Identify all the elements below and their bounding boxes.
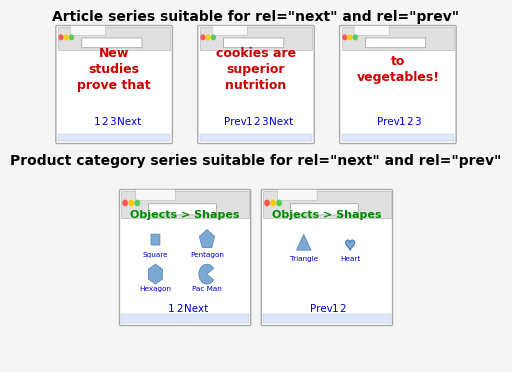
Text: Next: Next: [269, 118, 293, 128]
Text: 3: 3: [414, 118, 421, 128]
Text: 3: 3: [109, 118, 116, 128]
FancyBboxPatch shape: [366, 38, 425, 48]
FancyBboxPatch shape: [119, 189, 251, 326]
Text: 2: 2: [407, 118, 413, 128]
Circle shape: [206, 35, 210, 40]
FancyBboxPatch shape: [70, 26, 105, 35]
FancyBboxPatch shape: [354, 26, 389, 35]
Text: to
vegetables!: to vegetables!: [356, 55, 439, 84]
Circle shape: [123, 200, 127, 206]
Text: 1: 1: [168, 304, 175, 314]
Text: Prev: Prev: [224, 118, 247, 128]
Text: Next: Next: [184, 304, 208, 314]
Text: New
studies
prove that: New studies prove that: [77, 47, 151, 92]
FancyBboxPatch shape: [151, 234, 160, 245]
Polygon shape: [296, 234, 311, 250]
FancyBboxPatch shape: [82, 38, 142, 48]
Circle shape: [348, 35, 352, 40]
Text: 2: 2: [101, 118, 108, 128]
Text: Square: Square: [143, 251, 168, 257]
Text: Product category series suitable for rel="next" and rel="prev": Product category series suitable for rel…: [10, 154, 502, 168]
FancyBboxPatch shape: [121, 314, 249, 323]
Circle shape: [70, 35, 73, 40]
FancyBboxPatch shape: [56, 26, 173, 144]
FancyBboxPatch shape: [342, 134, 454, 141]
Text: Prev: Prev: [310, 304, 333, 314]
Text: 3: 3: [262, 118, 268, 128]
Circle shape: [59, 35, 63, 40]
Text: cookies are
superior
nutrition: cookies are superior nutrition: [216, 47, 296, 92]
Circle shape: [65, 35, 68, 40]
Circle shape: [343, 35, 347, 40]
FancyBboxPatch shape: [263, 191, 391, 218]
FancyBboxPatch shape: [212, 26, 247, 35]
Text: 2: 2: [176, 304, 183, 314]
Text: Objects > Shapes: Objects > Shapes: [272, 210, 382, 220]
Polygon shape: [199, 230, 215, 248]
Text: Article series suitable for rel="next" and rel="prev": Article series suitable for rel="next" a…: [52, 10, 460, 24]
Circle shape: [271, 200, 275, 206]
Circle shape: [353, 35, 357, 40]
Polygon shape: [199, 264, 214, 284]
FancyBboxPatch shape: [58, 134, 170, 141]
Text: 1: 1: [331, 304, 338, 314]
Text: Triangle: Triangle: [290, 256, 318, 262]
Text: Heart: Heart: [340, 256, 360, 262]
Circle shape: [265, 200, 269, 206]
FancyBboxPatch shape: [58, 27, 170, 50]
FancyBboxPatch shape: [261, 189, 393, 326]
FancyBboxPatch shape: [148, 204, 217, 215]
FancyBboxPatch shape: [136, 189, 175, 201]
Polygon shape: [346, 240, 355, 250]
FancyBboxPatch shape: [224, 38, 284, 48]
Text: Pentagon: Pentagon: [190, 251, 224, 257]
FancyBboxPatch shape: [198, 26, 314, 144]
FancyBboxPatch shape: [121, 191, 249, 218]
FancyBboxPatch shape: [263, 314, 391, 323]
Circle shape: [129, 200, 134, 206]
Text: 2: 2: [254, 118, 260, 128]
Circle shape: [277, 200, 281, 206]
Text: 1: 1: [246, 118, 252, 128]
FancyBboxPatch shape: [290, 204, 358, 215]
Text: Prev: Prev: [377, 118, 400, 128]
FancyBboxPatch shape: [339, 26, 456, 144]
Polygon shape: [148, 264, 162, 284]
Text: 2: 2: [339, 304, 346, 314]
Text: Next: Next: [117, 118, 141, 128]
FancyBboxPatch shape: [200, 27, 312, 50]
FancyBboxPatch shape: [342, 27, 454, 50]
Circle shape: [135, 200, 139, 206]
Text: 1: 1: [93, 118, 100, 128]
Text: 1: 1: [398, 118, 405, 128]
Text: Pac Man: Pac Man: [192, 286, 222, 292]
FancyBboxPatch shape: [278, 189, 317, 201]
FancyBboxPatch shape: [200, 134, 312, 141]
Text: Hexagon: Hexagon: [139, 286, 172, 292]
Text: Objects > Shapes: Objects > Shapes: [131, 210, 240, 220]
Circle shape: [211, 35, 216, 40]
Circle shape: [201, 35, 205, 40]
